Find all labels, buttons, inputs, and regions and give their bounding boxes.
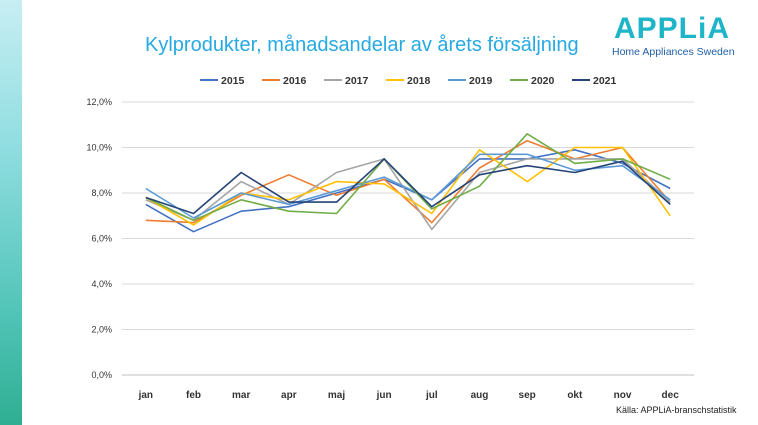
series-line-2021 [145,158,671,215]
x-tick-label: aug [471,390,489,401]
x-tick-label: nov [614,390,632,401]
x-tick-label: apr [281,390,297,401]
x-tick-label: maj [328,390,345,401]
x-tick-label: feb [186,390,201,401]
legend-label-2016: 2016 [283,75,307,87]
slide-title: Kylprodukter, månadsandelar av årets för… [145,34,579,56]
legend-label-2020: 2020 [531,75,555,87]
series-line-2015 [145,149,671,233]
series-line-2017 [145,158,671,231]
decorative-side-bar [0,0,22,425]
legend-label-2018: 2018 [407,75,431,87]
source-note: Källa: APPLiA-branschstatistik [616,405,737,415]
logo-tagline: Home Appliances Sweden [612,46,735,58]
logo-wordmark: APPLiA [614,12,731,45]
y-tick-label: 12,0% [86,97,112,107]
x-tick-label: jan [138,390,153,401]
legend-label-2015: 2015 [221,75,245,87]
y-tick-label: 2,0% [91,325,112,335]
y-tick-label: 10,0% [86,143,112,153]
legend-label-2021: 2021 [593,75,617,87]
x-tick-label: sep [519,390,536,401]
x-tick-label: mar [232,390,250,401]
x-tick-label: okt [567,390,583,401]
series-line-2019 [145,153,671,219]
y-tick-label: 6,0% [91,234,112,244]
y-tick-label: 4,0% [91,279,112,289]
series-line-2016 [145,139,671,224]
y-tick-label: 0,0% [91,370,112,380]
legend-label-2017: 2017 [345,75,369,87]
series-line-2018 [145,146,671,226]
applia-logo: APPLiA Home Appliances Sweden [610,12,750,62]
legend-label-2019: 2019 [469,75,493,87]
x-tick-label: jul [425,390,438,401]
y-tick-label: 8,0% [91,188,112,198]
x-tick-label: jun [376,390,392,401]
x-tick-label: dec [662,390,680,401]
